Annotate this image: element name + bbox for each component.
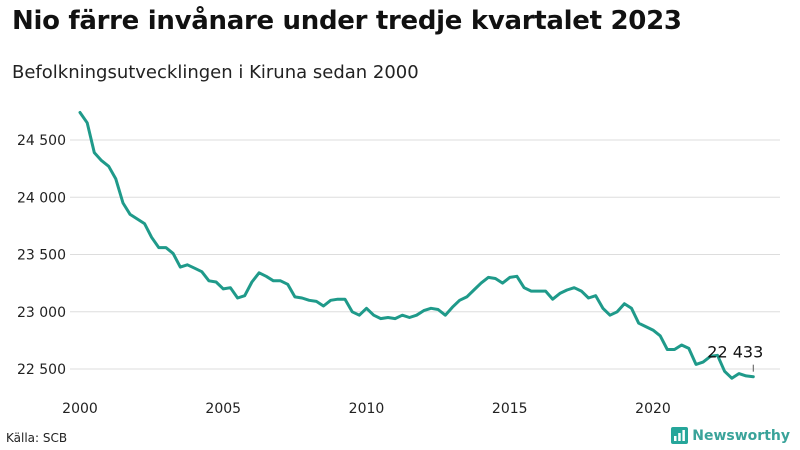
y-tick-label: 23 500 <box>17 248 66 264</box>
chart-subtitle: Befolkningsutvecklingen i Kiruna sedan 2… <box>12 62 419 83</box>
chart-title: Nio färre invånare under tredje kvartale… <box>12 6 682 36</box>
x-tick-label: 2015 <box>492 401 528 417</box>
y-tick-label: 22 500 <box>17 362 66 378</box>
grid-lines <box>70 139 780 370</box>
y-tick-label: 24 000 <box>17 190 66 206</box>
x-tick-label: 2020 <box>635 401 671 417</box>
x-tick-label: 2010 <box>349 401 385 417</box>
brand-logo: Newsworthy <box>671 427 790 444</box>
source-note: Källa: SCB <box>6 431 68 445</box>
x-tick-label: 2000 <box>62 401 98 417</box>
series-layer <box>78 111 755 380</box>
bar-chart-icon <box>671 427 689 444</box>
y-tick-label: 23 000 <box>17 305 66 321</box>
last-value-label: 22 433 <box>707 343 763 362</box>
series-line <box>78 111 755 380</box>
x-tick-label: 2005 <box>205 401 241 417</box>
annotation-layer: 22 433 <box>707 343 763 372</box>
y-tick-label: 24 500 <box>17 133 66 149</box>
brand-name: Newsworthy <box>692 427 790 444</box>
y-axis-tick-labels: 22 500 23 000 23 500 24 000 24 500 <box>17 133 66 378</box>
x-axis-tick-labels: 2000 2005 2010 2015 2020 <box>62 401 671 417</box>
